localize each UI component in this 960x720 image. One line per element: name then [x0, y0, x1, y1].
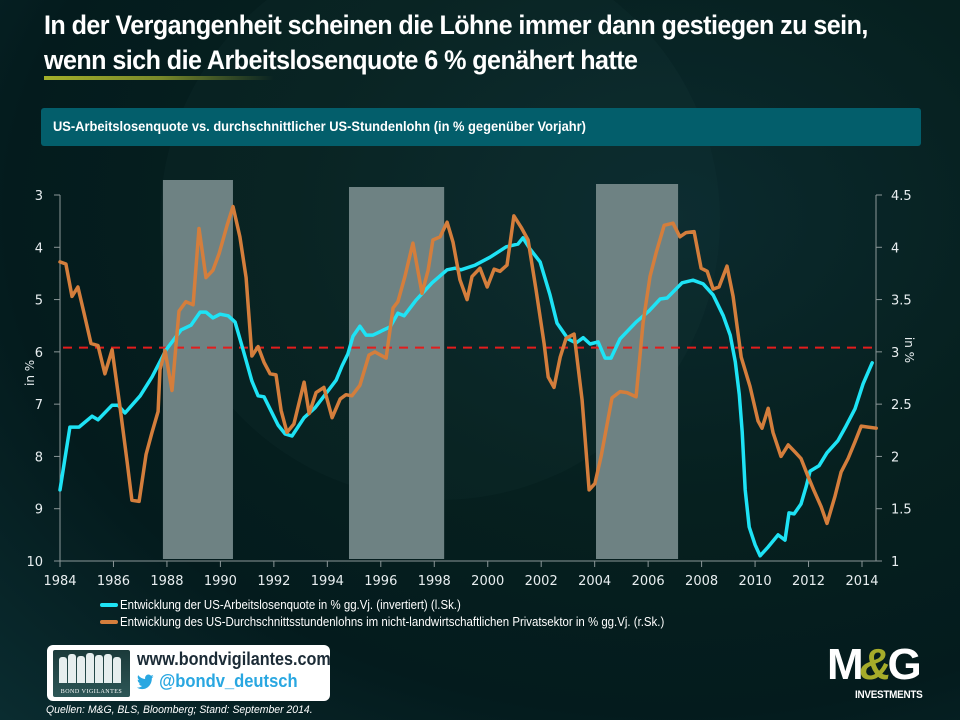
legend-swatch-unemployment — [100, 602, 118, 607]
mg-logo-m: M — [827, 640, 864, 689]
y-right-tick-label: 4 — [891, 241, 899, 256]
x-tick-label: 2002 — [525, 574, 558, 589]
hourly-wage-growth-line — [58, 204, 878, 526]
y-left-tick-label: 4 — [35, 241, 43, 256]
mg-logo-subtitle: INVESTMENTS — [855, 689, 923, 701]
y-right-tick-label: 2 — [891, 450, 899, 465]
y-left-tick-label: 8 — [35, 450, 43, 465]
series-lines-group — [58, 204, 878, 558]
x-tick-label: 1994 — [311, 574, 344, 589]
bond-vigilantes-logo: BOND VIGILANTES — [53, 650, 130, 697]
y-left-tick-label: 9 — [35, 503, 43, 518]
mg-logo-ampersand: & — [859, 640, 892, 689]
chart-subtitle-box: US-Arbeitslosenquote vs. durchschnittlic… — [41, 108, 921, 146]
unemployment-rate-line — [58, 236, 874, 558]
x-tick-label: 2006 — [632, 574, 665, 589]
x-tick-label: 2004 — [578, 574, 611, 589]
legend-label-wages: Entwicklung des US-Durchschnittsstundenl… — [120, 614, 665, 629]
people-silhouettes-icon — [59, 653, 124, 683]
website-link[interactable]: www.bondvigilantes.com — [137, 649, 331, 669]
x-tick-label: 1996 — [364, 574, 397, 589]
y-left-tick-label: 3 — [35, 189, 43, 204]
y-left-tick-label: 10 — [26, 555, 43, 570]
x-tick-label: 2000 — [471, 574, 504, 589]
bond-vigilantes-logo-text: BOND VIGILANTES — [60, 689, 123, 695]
mg-investments-logo: M&G INVESTMENTS — [824, 640, 944, 710]
y-right-tick-label: 1 — [891, 555, 899, 570]
x-tick-label: 2010 — [739, 574, 772, 589]
twitter-handle: @bondv_deutsch — [159, 671, 298, 691]
x-tick-label: 1986 — [97, 574, 130, 589]
bond-vigilantes-banner[interactable]: BOND VIGILANTES www.bondvigilantes.com @… — [47, 645, 331, 701]
y-axis-left-title: in % — [23, 360, 37, 386]
legend-item-unemployment: Entwicklung der US-Arbeitslosenquote in … — [100, 596, 738, 613]
y-right-tick-label: 3 — [891, 346, 899, 361]
twitter-bird-icon — [137, 674, 154, 689]
y-left-tick-label: 7 — [35, 398, 43, 413]
x-tick-label: 1984 — [43, 574, 76, 589]
y-axis-right-title: in % — [902, 337, 916, 363]
y-right-tick-label: 1.5 — [891, 503, 912, 518]
legend: Entwicklung der US-Arbeitslosenquote in … — [100, 596, 738, 630]
mg-logo-wordmark: M&G — [827, 640, 922, 690]
twitter-link[interactable]: @bondv_deutsch — [137, 671, 298, 692]
legend-swatch-wages — [100, 619, 118, 624]
mg-logo-g: G — [887, 640, 921, 689]
x-tick-label: 2012 — [792, 574, 825, 589]
legend-item-wages: Entwicklung des US-Durchschnittsstundenl… — [100, 613, 738, 630]
x-tick-label: 1990 — [204, 574, 237, 589]
x-tick-label: 1998 — [418, 574, 451, 589]
y-left-tick-label: 5 — [35, 294, 43, 309]
x-tick-label: 2008 — [685, 574, 718, 589]
y-left-tick-label: 6 — [35, 346, 43, 361]
source-note: Quellen: M&G, BLS, Bloomberg; Stand: Sep… — [46, 704, 313, 716]
page-title: In der Vergangenheit scheinen die Löhne … — [44, 10, 868, 75]
chart: 3 4 5 6 7 8 9 10 1 1.5 2 2.5 3 3.5 4 4.5 1984 1986 1988 199… — [23, 180, 916, 589]
axes-group: 3 4 5 6 7 8 9 10 1 1.5 2 2.5 3 3.5 4 4.5 1984 1986 1988 199… — [26, 189, 911, 589]
x-tick-label: 1992 — [257, 574, 290, 589]
title-underline — [44, 76, 274, 80]
y-right-tick-label: 2.5 — [891, 398, 912, 413]
x-tick-label: 2014 — [845, 574, 878, 589]
y-right-tick-label: 3.5 — [891, 294, 912, 309]
chart-subtitle: US-Arbeitslosenquote vs. durchschnittlic… — [53, 118, 586, 134]
legend-label-unemployment: Entwicklung der US-Arbeitslosenquote in … — [120, 597, 461, 612]
y-right-tick-label: 4.5 — [891, 189, 912, 204]
x-tick-label: 1988 — [150, 574, 183, 589]
